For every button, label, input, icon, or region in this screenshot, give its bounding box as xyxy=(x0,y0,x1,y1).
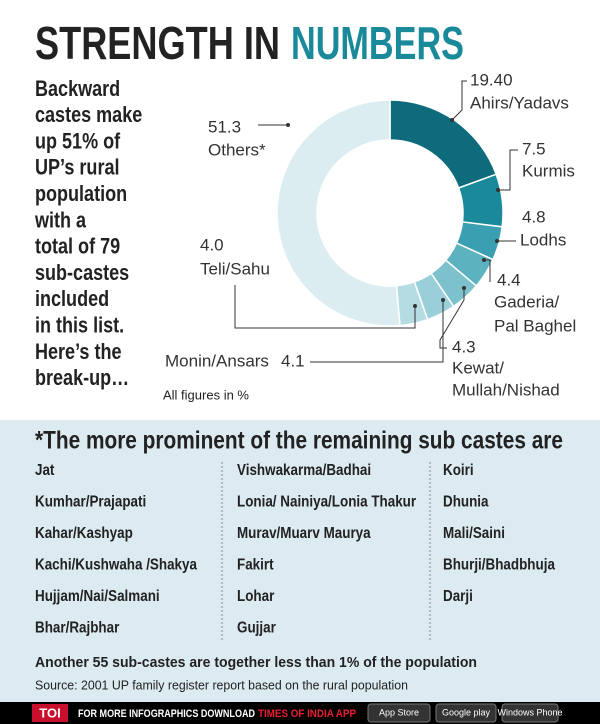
leader-line xyxy=(451,80,467,121)
leader-dot xyxy=(495,239,499,243)
list-title: *The more prominent of the remaining sub… xyxy=(35,427,563,455)
donut-chart: 19.40 Ahirs/Yadavs 7.5 Kurmis 4.8 Lodhs 4.4 Gad… xyxy=(165,70,576,399)
store-badge xyxy=(367,703,431,723)
store-badge xyxy=(501,703,559,723)
intro-line: sub-castes xyxy=(35,261,129,285)
list-panel xyxy=(0,420,600,702)
intro-line: castes make xyxy=(35,104,142,128)
list-item: Dhunia xyxy=(443,494,489,511)
value-label: 19.40 xyxy=(470,70,513,89)
leader-line xyxy=(439,288,465,349)
list-item: Darji xyxy=(443,588,473,605)
intro-line: included xyxy=(35,288,109,312)
leader-dot xyxy=(441,298,445,302)
list-item: Kumhar/Prajapati xyxy=(35,494,146,511)
slice xyxy=(276,99,401,327)
leader-dot xyxy=(496,188,500,192)
list-item: Kachi/Kushwaha /Shakya xyxy=(35,557,198,574)
value-label: 51.3 xyxy=(208,117,241,136)
brand: TOI xyxy=(39,705,60,720)
list-item: Gujjar xyxy=(237,620,276,637)
intro-line: total of 79 xyxy=(35,235,120,259)
source: Source: 2001 UP family register report b… xyxy=(35,677,408,692)
badge-label: Windows Phone xyxy=(497,707,562,717)
chart-note: All figures in % xyxy=(163,387,249,402)
leader-line xyxy=(310,300,444,363)
list-item: Lohar xyxy=(237,588,275,605)
category-label: Lodhs xyxy=(520,230,566,249)
leader-dot xyxy=(450,118,454,122)
store-badges: App Store Google play Windows Phone xyxy=(367,703,563,723)
list-item: Murav/Muarv Maurya xyxy=(237,525,371,542)
value-label: 4.1 xyxy=(281,351,305,370)
list-item: Jat xyxy=(35,462,54,479)
title-accent: NUMBERS xyxy=(291,17,464,69)
list-item: Koiri xyxy=(443,462,474,479)
leader-line xyxy=(234,285,416,329)
category-label: Teli/Sahu xyxy=(200,259,270,278)
list-item: Fakirt xyxy=(237,557,274,574)
leader-dot xyxy=(413,304,417,308)
intro-line: UP’s rural xyxy=(35,156,120,180)
list-item: Bhurji/Bhadbhuja xyxy=(443,557,556,574)
leader-line xyxy=(498,149,518,191)
category-label: Pal Baghel xyxy=(494,316,576,335)
category-label: Others* xyxy=(208,140,266,159)
leader-dot xyxy=(482,258,486,262)
intro-line: Backward xyxy=(35,77,120,101)
list-item: Bhar/Rajbhar xyxy=(35,620,120,637)
footer-app: TIMES OF INDIA APP xyxy=(258,708,356,720)
intro-line: population xyxy=(35,182,127,206)
list-item: Vishwakarma/Badhai xyxy=(237,462,371,479)
list-item: Kahar/Kashyap xyxy=(35,525,133,542)
list-item: Hujjam/Nai/Salmani xyxy=(35,588,160,605)
category-label: Kurmis xyxy=(522,161,575,180)
leader-dot xyxy=(462,286,466,290)
list-item: Mali/Saini xyxy=(443,525,505,542)
leader-dot xyxy=(286,123,290,127)
intro-line: with a xyxy=(34,209,87,233)
value-label: 4.3 xyxy=(452,337,476,356)
footnote: Another 55 sub-castes are together less … xyxy=(35,654,477,671)
category-label: Mullah/Nishad xyxy=(452,380,560,399)
brand-box xyxy=(32,704,68,722)
category-label: Kewat/ xyxy=(452,358,504,377)
store-badge xyxy=(435,703,497,723)
intro-line: in this list. xyxy=(35,314,124,338)
value-label: 4.8 xyxy=(522,207,546,226)
category-label: Gaderia/ xyxy=(494,292,559,311)
intro-line: Here’s the xyxy=(35,340,122,364)
badge-label: Google play xyxy=(442,707,491,717)
value-label: 4.0 xyxy=(200,235,224,254)
sub-caste-list: Jat Kumhar/Prajapati Kahar/Kashyap Kachi/Ku… xyxy=(35,462,556,637)
list-item: Lonia/ Nainiya/Lonia Thakur xyxy=(237,494,416,511)
intro-line: break-up… xyxy=(35,367,129,391)
badge-label: App Store xyxy=(379,707,419,717)
category-label: Ahirs/Yadavs xyxy=(470,93,569,112)
value-label: 7.5 xyxy=(522,139,546,158)
footer-text: FOR MORE INFOGRAPHICS DOWNLOAD xyxy=(78,708,255,720)
value-label: 4.4 xyxy=(497,270,521,289)
category-label: Monin/Ansars xyxy=(165,351,269,370)
title: STRENGTH IN xyxy=(35,17,280,69)
intro-line: up 51% of xyxy=(35,130,120,154)
